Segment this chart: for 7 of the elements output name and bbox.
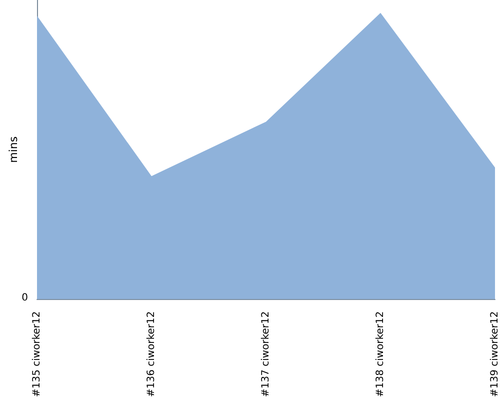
text: 0 [22, 292, 28, 304]
x-tick-label: #138 ciworker12 [375, 311, 386, 398]
x-tick-label: #139 ciworker12 [490, 311, 500, 398]
x-tick-label: #137 ciworker12 [260, 311, 272, 398]
x-tick-label: #136 ciworker12 [146, 311, 157, 398]
y-axis-title: mins [7, 136, 20, 163]
x-tick-label: #135 ciworker12 [32, 311, 42, 398]
